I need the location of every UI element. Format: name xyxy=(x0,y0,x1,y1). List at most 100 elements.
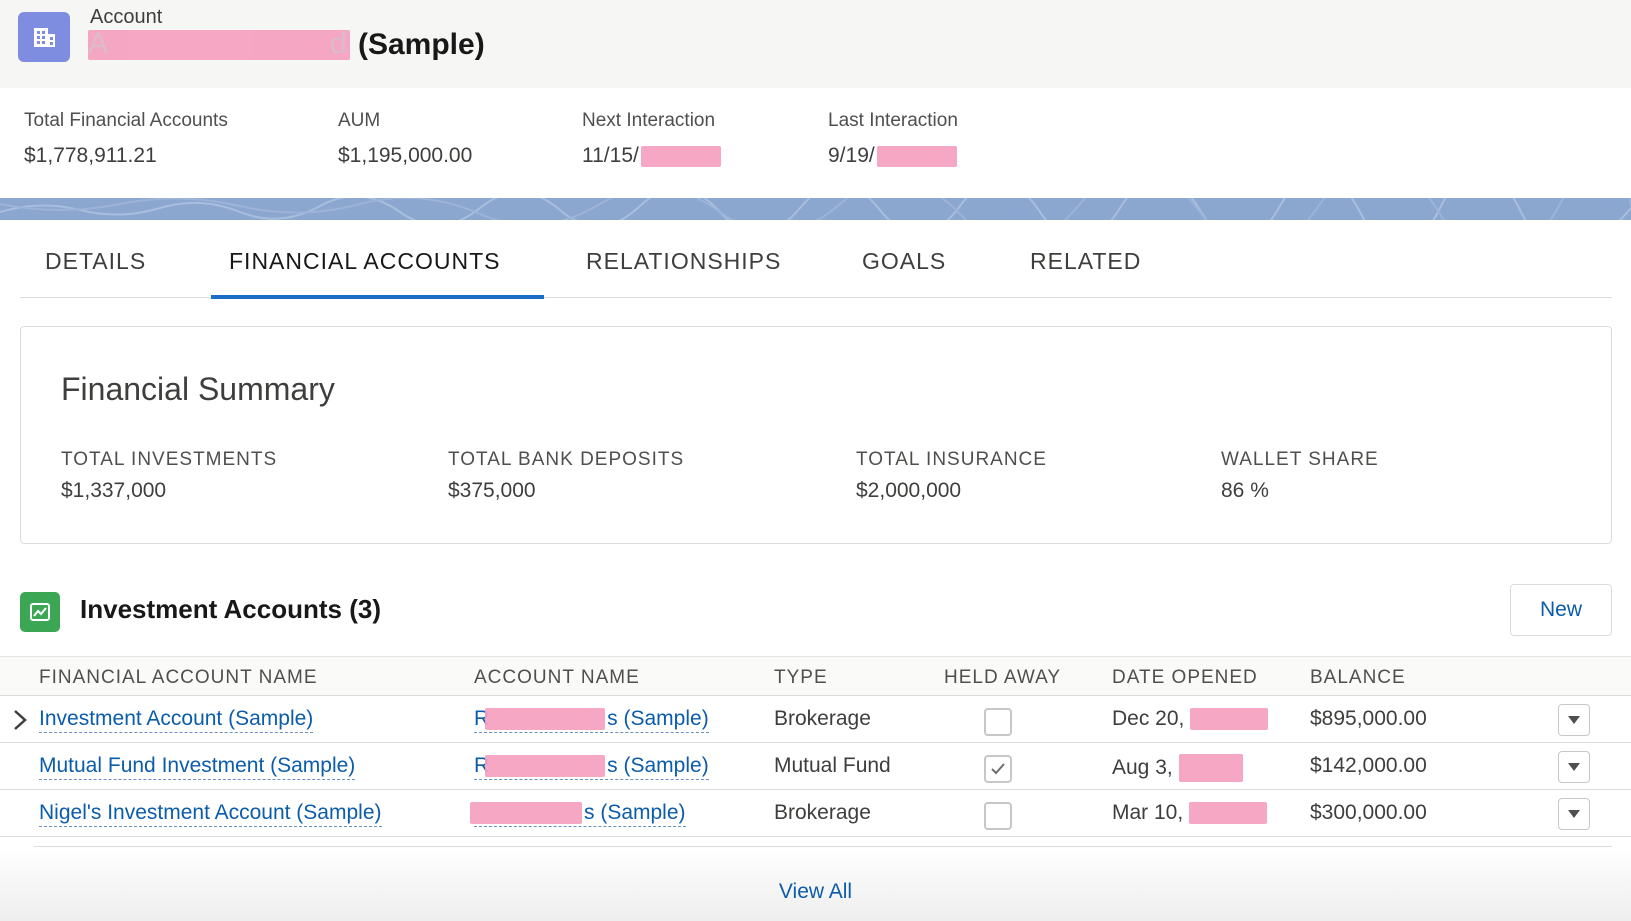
financial-account-name-cell: Investment Account (Sample) xyxy=(39,707,314,733)
tab-relationships[interactable]: RELATIONSHIPS xyxy=(586,248,782,274)
chevron-down-icon xyxy=(1568,763,1580,771)
account-name-suffix: s (Sample) xyxy=(584,801,686,824)
account-name-suffix: s (Sample) xyxy=(607,707,709,730)
highlight-label: AUM xyxy=(338,110,381,131)
highlight-last-interaction: Last Interaction 9/19/ xyxy=(828,110,958,168)
new-button[interactable]: New xyxy=(1510,584,1612,636)
record-title: A d (Sample) xyxy=(88,27,485,62)
account-building-icon xyxy=(18,12,70,62)
record-header: Account A d (Sample) xyxy=(0,0,1631,88)
type-cell: Mutual Fund xyxy=(774,754,891,777)
title-visible-suffix: d xyxy=(330,27,347,60)
highlight-next-interaction: Next Interaction 11/15/ xyxy=(582,110,721,168)
date-opened-cell: Mar 10, xyxy=(1112,801,1268,825)
date-text: Aug 3, xyxy=(1112,756,1173,779)
row-actions-dropdown[interactable] xyxy=(1558,704,1590,736)
view-all-label[interactable]: View All xyxy=(778,880,853,903)
redacted-year xyxy=(876,145,957,167)
highlight-value: $1,778,911.21 xyxy=(24,144,228,168)
redacted-year xyxy=(1189,802,1268,824)
divider xyxy=(34,846,1612,847)
date-opened-cell: Aug 3, xyxy=(1112,754,1243,782)
date-text: Mar 10, xyxy=(1112,801,1184,824)
type-cell: Brokerage xyxy=(774,801,871,824)
tab-goals[interactable]: GOALS xyxy=(862,248,947,274)
summary-label: TOTAL BANK DEPOSITS xyxy=(448,449,685,470)
held-away-checkbox xyxy=(984,755,1012,783)
row-actions-dropdown[interactable] xyxy=(1558,751,1590,783)
redacted-name xyxy=(485,755,606,777)
redacted-year xyxy=(640,145,721,167)
highlight-label: Total Financial Accounts xyxy=(24,110,228,131)
title-visible-prefix: A xyxy=(88,27,109,60)
view-all-link[interactable]: View All xyxy=(0,880,1631,904)
table-header: FINANCIAL ACCOUNT NAME ACCOUNT NAME TYPE… xyxy=(0,656,1631,696)
investment-accounts-title[interactable]: Investment Accounts (3) xyxy=(80,594,381,624)
summary-label: WALLET SHARE xyxy=(1221,449,1379,470)
held-away-checkbox xyxy=(984,802,1012,830)
financial-account-name-cell: Nigel's Investment Account (Sample) xyxy=(39,801,382,827)
column-type[interactable]: TYPE xyxy=(774,667,828,688)
financial-account-link[interactable]: Investment Account (Sample) xyxy=(39,707,314,733)
redacted-name xyxy=(470,802,582,824)
highlight-value: 9/19/ xyxy=(828,144,958,168)
date-opened-cell: Dec 20, xyxy=(1112,707,1269,731)
column-financial-account-name[interactable]: FINANCIAL ACCOUNT NAME xyxy=(39,667,318,688)
financial-account-link[interactable]: Nigel's Investment Account (Sample) xyxy=(39,801,382,827)
summary-label: TOTAL INVESTMENTS xyxy=(61,449,278,470)
active-tab-indicator xyxy=(211,295,544,299)
summary-wallet-share: WALLET SHARE 86 % xyxy=(1221,449,1379,503)
column-held-away[interactable]: HELD AWAY xyxy=(944,667,1062,688)
highlight-aum: AUM $1,195,000.00 xyxy=(338,110,472,168)
account-name-suffix: s (Sample) xyxy=(607,754,709,777)
highlight-value: $1,195,000.00 xyxy=(338,144,472,168)
type-cell: Brokerage xyxy=(774,707,871,730)
investment-chart-icon xyxy=(20,592,60,632)
summary-total-investments: TOTAL INVESTMENTS $1,337,000 xyxy=(61,449,277,503)
highlight-value-text: $1,195,000.00 xyxy=(338,144,473,167)
main-content: DETAILS FINANCIAL ACCOUNTS RELATIONSHIPS… xyxy=(0,220,1631,921)
highlight-value-text: $1,778,911.21 xyxy=(24,144,157,167)
redacted-name xyxy=(485,708,606,730)
financial-summary-title: Financial Summary xyxy=(61,371,335,407)
summary-label: TOTAL INSURANCE xyxy=(856,449,1047,470)
table-row: Nigel's Investment Account (Sample) s (S… xyxy=(0,790,1631,837)
column-date-opened[interactable]: DATE OPENED xyxy=(1112,667,1258,688)
row-actions-dropdown[interactable] xyxy=(1558,798,1590,830)
balance-cell: $142,000.00 xyxy=(1310,754,1427,777)
highlight-value-text: 9/19/ xyxy=(828,144,875,167)
tab-related[interactable]: RELATED xyxy=(1030,248,1142,274)
decorative-header-band xyxy=(0,198,1631,220)
tab-financial-accounts[interactable]: FINANCIAL ACCOUNTS xyxy=(229,248,501,274)
summary-value: 86 % xyxy=(1221,479,1269,502)
column-account-name[interactable]: ACCOUNT NAME xyxy=(474,667,640,688)
date-text: Dec 20, xyxy=(1112,707,1185,730)
chevron-down-icon xyxy=(1568,716,1580,724)
summary-total-bank-deposits: TOTAL BANK DEPOSITS $375,000 xyxy=(448,449,684,503)
financial-account-link[interactable]: Mutual Fund Investment (Sample) xyxy=(39,754,356,780)
highlight-value-text: 11/15/ xyxy=(582,144,639,167)
chevron-right-icon[interactable] xyxy=(12,708,28,732)
redacted-year xyxy=(1190,708,1269,730)
highlight-value: 11/15/ xyxy=(582,144,721,168)
chevron-down-icon xyxy=(1568,810,1580,818)
object-type-label: Account xyxy=(90,6,163,28)
highlight-total-financial-accounts: Total Financial Accounts $1,778,911.21 xyxy=(24,110,228,168)
related-list-footer: View All xyxy=(0,846,1631,921)
summary-value: $1,337,000 xyxy=(61,479,167,502)
tab-bar: DETAILS FINANCIAL ACCOUNTS RELATIONSHIPS… xyxy=(20,220,1612,299)
balance-cell: $300,000.00 xyxy=(1310,801,1427,824)
account-name-link[interactable]: s (Sample) xyxy=(470,801,686,827)
tab-details[interactable]: DETAILS xyxy=(45,248,147,274)
highlights-panel: Total Financial Accounts $1,778,911.21 A… xyxy=(0,88,1631,198)
title-suffix: (Sample) xyxy=(358,28,485,61)
column-balance[interactable]: BALANCE xyxy=(1310,667,1406,688)
summary-value: $375,000 xyxy=(448,479,536,502)
summary-total-insurance: TOTAL INSURANCE $2,000,000 xyxy=(856,449,1047,503)
check-icon xyxy=(991,763,1005,775)
